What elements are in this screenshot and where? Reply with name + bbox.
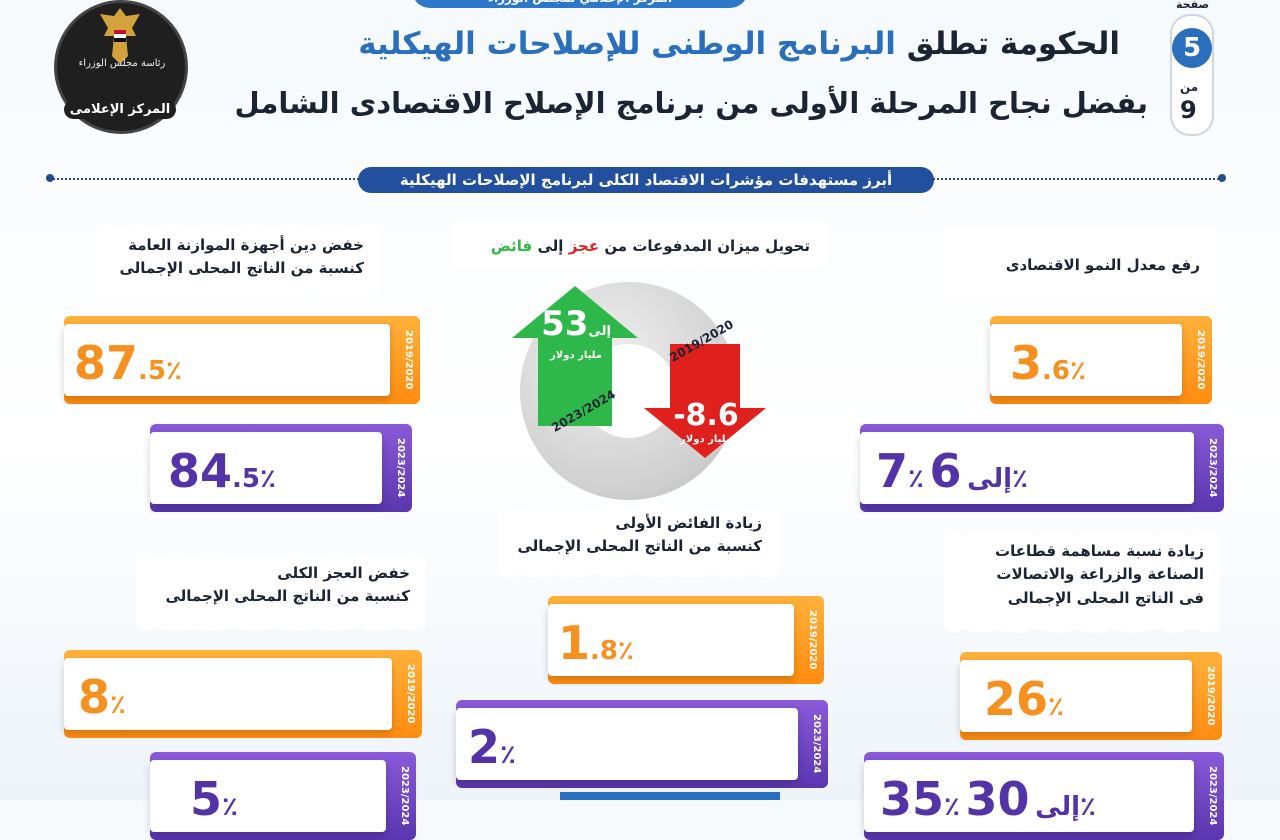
deficit-2023-card: 2023/2024 5٪	[150, 752, 416, 840]
year-label: 2023/2024	[811, 714, 822, 774]
page-subtitle: بفضل نجاح المرحلة الأولى من برنامج الإصل…	[234, 86, 1148, 120]
sectors-2019-value: 26٪	[984, 672, 1064, 726]
deficit-2019-card: 2019/2020 8٪	[64, 650, 422, 738]
year-label: 2019/2020	[1205, 666, 1216, 726]
deficit-2019-value: 8٪	[78, 670, 126, 724]
page-total: 9	[1180, 96, 1197, 124]
growth-2019-card: 2019/2020 3.6٪	[990, 316, 1212, 404]
growth-2023-value: 7٪ إلى 6 ٪	[876, 444, 1028, 498]
divider-dot	[1218, 174, 1226, 182]
debt-2023-card: 2023/2024 84.5٪	[150, 424, 412, 512]
surplus-unit: مليار دولار	[550, 350, 602, 361]
sectors-label-line2: الصناعة والزراعة والاتصالات	[996, 565, 1204, 584]
year-label: 2023/2024	[399, 766, 410, 826]
sectors-2019-card: 2019/2020 26٪	[960, 652, 1222, 740]
sectors-label: زيادة نسبة مساهمة قطاعات الصناعة والزراع…	[944, 530, 1220, 634]
debt-2019-card: 2019/2020 87.5٪	[64, 316, 420, 404]
payments-label: تحويل ميزان المدفوعات من عجز إلى فائض	[452, 218, 828, 270]
year-label: 2019/2020	[1195, 330, 1206, 390]
logo-ring-text: رئاسة مجلس الوزراء	[78, 58, 166, 69]
year-label: 2023/2024	[1207, 438, 1218, 498]
bottom-bar	[560, 792, 780, 800]
year-label: 2023/2024	[395, 438, 406, 498]
payments-label-text: تحويل ميزان المدفوعات من عجز إلى فائض	[490, 237, 810, 255]
debt-label-line1: خفض دين أجهزة الموازنة العامة	[128, 236, 364, 254]
debt-2023-value: 84.5٪	[168, 444, 276, 498]
growth-label-text: رفع معدل النمو الاقتصادى	[1005, 256, 1200, 274]
page-label: صفحة	[1176, 0, 1210, 11]
primary-2023-value: 2٪	[468, 720, 516, 774]
primary-label: زيادة الفائض الأولى كنسبة من الناتج المح…	[498, 504, 780, 578]
debt-label: خفض دين أجهزة الموازنة العامة كنسبة من ا…	[96, 224, 380, 300]
top-banner: المركز الإعلامي لمجلس الوزراء	[412, 0, 748, 8]
primary-label-line1: زيادة الفائض الأولى	[615, 514, 762, 532]
deficit-2023-value: 5٪	[190, 772, 238, 826]
year-label: 2023/2024	[1207, 766, 1218, 826]
deficit-label: خفض العجز الكلى كنسبة من الناتج المحلى ا…	[136, 552, 426, 632]
deficit-arrow-icon	[644, 344, 766, 458]
surplus-value: 5 إلى3	[541, 304, 611, 344]
sectors-label-line1: زيادة نسبة مساهمة قطاعات	[995, 542, 1204, 560]
year-label: 2019/2020	[807, 610, 818, 670]
surplus-arrow-icon	[512, 286, 638, 426]
year-label: 2019/2020	[405, 664, 416, 724]
sectors-label-line3: فى الناتج المحلى الإجمالى	[1007, 588, 1204, 607]
title-highlight: البرنامج الوطنى للإصلاحات الهيكلية	[358, 26, 896, 62]
sectors-2023-value: 35٪ إلى 30 ٪	[880, 772, 1096, 826]
deficit-unit: مليار دولار	[680, 434, 732, 445]
sectors-2023-card: 2023/2024 35٪ إلى 30 ٪	[864, 752, 1224, 840]
page-current: 5	[1172, 28, 1212, 68]
growth-2023-card: 2023/2024 7٪ إلى 6 ٪	[860, 424, 1224, 512]
growth-label: رفع معدل النمو الاقتصادى	[944, 226, 1216, 300]
section-title: أبرز مستهدفات مؤشرات الاقتصاد الكلى لبرن…	[358, 167, 934, 193]
divider-dot	[46, 174, 54, 182]
growth-2019-value: 3.6٪	[1010, 336, 1086, 390]
eagle-emblem-icon	[100, 8, 140, 64]
primary-label-line2: كنسبة من الناتج المحلى الإجمالى	[517, 537, 762, 556]
deficit-value: -8.6	[673, 398, 739, 433]
logo-label: المركز الإعلامى	[64, 100, 176, 119]
primary-2019-card: 2019/2020 1.8٪	[548, 596, 824, 684]
year-label: 2019/2020	[403, 330, 414, 390]
title-part1: الحكومة تطلق	[906, 26, 1120, 62]
primary-2023-card: 2023/2024 2٪	[456, 700, 828, 788]
primary-2019-value: 1.8٪	[558, 616, 634, 670]
page-of-label: من	[1180, 80, 1199, 94]
debt-2019-value: 87.5٪	[74, 336, 182, 390]
deficit-label-line2: كنسبة من الناتج المحلى الإجمالى	[165, 587, 410, 606]
deficit-label-line1: خفض العجز الكلى	[277, 564, 410, 582]
debt-label-line2: كنسبة من الناتج المحلى الإجمالى	[119, 259, 364, 278]
page-title: الحكومة تطلق البرنامج الوطنى للإصلاحات ا…	[358, 26, 1120, 62]
